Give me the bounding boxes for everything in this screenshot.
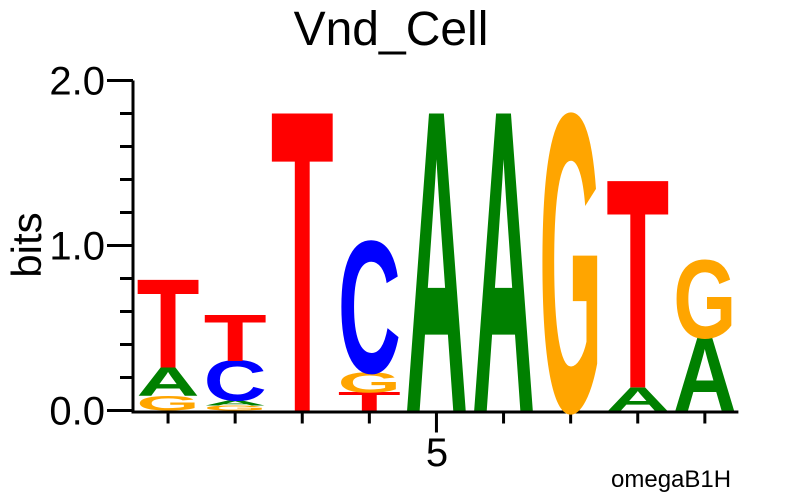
logo-stack-pos4: T	[338, 387, 402, 416]
logo-letter-T-pos4: T	[338, 387, 402, 416]
logo-letter-A-pos6: A	[472, 21, 535, 496]
x-tick-label-5: 5	[425, 431, 449, 475]
logo-stack-pos2: T	[204, 300, 267, 375]
logo-letter-G-pos1: G	[137, 391, 200, 415]
logo-stack-pos7: G	[539, 24, 602, 496]
y-tick-label: 1.0	[49, 225, 105, 269]
logo-letter-T-pos3: T	[271, 21, 334, 496]
logo-letter-T-pos1: T	[137, 254, 200, 396]
logo-stack-pos4: G	[338, 367, 401, 399]
logo-stack-pos8: A	[606, 380, 669, 418]
logo-letter-A-pos2: A	[204, 399, 267, 407]
logo-stack-pos8: T	[606, 116, 669, 451]
logo-stack-pos1: A	[137, 360, 200, 405]
logo-stack-pos3: T	[271, 21, 334, 496]
logo-stack-pos5: A	[405, 21, 468, 496]
logo-letter-G-pos4: G	[338, 367, 401, 399]
logo-letter-A-pos5: A	[405, 21, 468, 496]
chart-title: Vnd_Cell	[293, 3, 489, 56]
logo-letter-C-pos4: C	[338, 201, 401, 413]
logo-stack-pos4: C	[338, 201, 401, 413]
logo-letter-G-pos7: G	[539, 24, 602, 496]
logo-stack-pos2: G	[204, 404, 267, 412]
logo-letter-G-pos2: G	[204, 404, 267, 412]
logo-letter-C-pos2: C	[204, 348, 267, 413]
logo-letter-G-pos9: G	[673, 237, 736, 363]
logo-letter-A-pos9: A	[673, 316, 736, 434]
logo-stack-pos1: G	[137, 391, 200, 415]
logo-stack-pos2: A	[204, 399, 267, 407]
logo-stack-pos1: T	[137, 254, 200, 396]
logo-stack-pos2: C	[204, 348, 267, 413]
logo-letter-A-pos8: A	[606, 380, 669, 418]
logo-letter-A-pos1: A	[137, 360, 200, 405]
logo-letter-T-pos2: T	[204, 300, 267, 375]
credit-label: omegaB1H	[611, 466, 732, 493]
y-tick-label: 2.0	[49, 60, 105, 104]
logo-stack-pos6: A	[472, 21, 535, 496]
logo-letter-T-pos8: T	[606, 116, 669, 451]
y-tick-label: 0.0	[49, 390, 105, 434]
logo-stack-pos9: G	[673, 237, 736, 363]
logo-stack-pos9: A	[673, 316, 736, 434]
